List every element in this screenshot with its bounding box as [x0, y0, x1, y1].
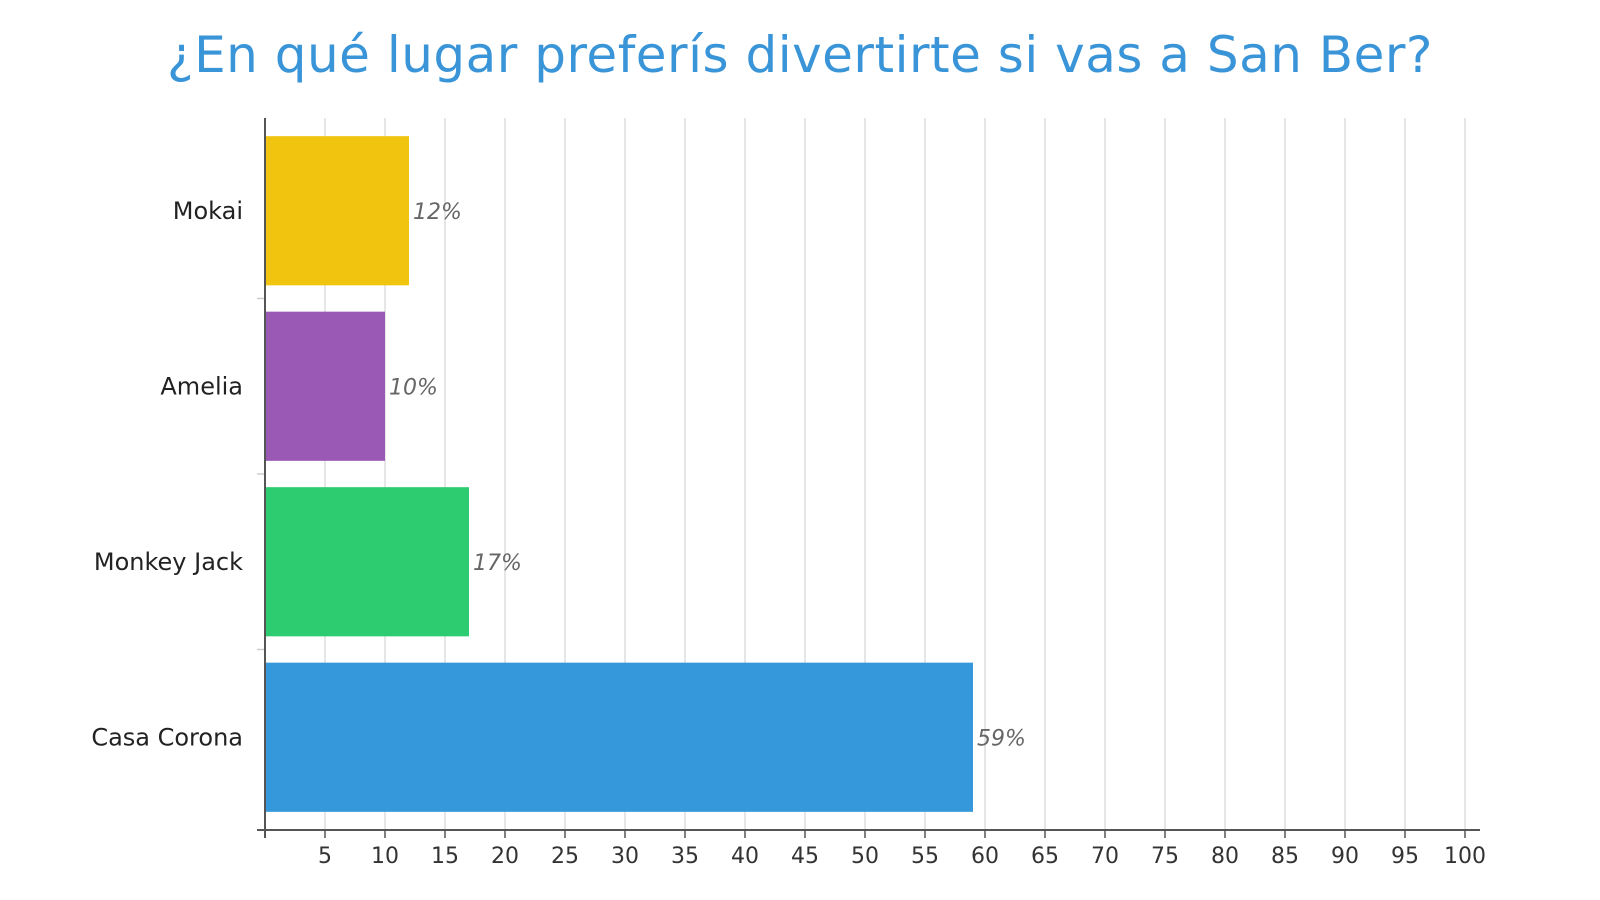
bars	[265, 136, 973, 812]
bar-mokai	[265, 136, 409, 286]
x-tick-label: 35	[671, 844, 699, 869]
x-tick-label: 50	[851, 844, 879, 869]
axes	[257, 118, 1480, 838]
x-tick-label: 25	[551, 844, 579, 869]
x-tick-label: 60	[971, 844, 999, 869]
x-tick-label: 45	[791, 844, 819, 869]
x-tick-label: 70	[1091, 844, 1119, 869]
category-label: Casa Corona	[91, 723, 243, 751]
x-tick-label: 55	[911, 844, 939, 869]
x-tick-label: 95	[1391, 844, 1419, 869]
x-tick-label: 40	[731, 844, 759, 869]
labels: 5 10 15 20 25 30 35 40 45 50 55 60 65 70 75 80 85 90 95 100…	[91, 197, 1486, 869]
data-label: 10%	[389, 375, 438, 400]
data-label: 59%	[977, 726, 1026, 751]
chart-title: ¿En qué lugar preferís divertirte si vas…	[167, 26, 1433, 84]
data-label: 12%	[413, 200, 462, 225]
bar-monkey-jack	[265, 487, 469, 637]
x-tick-label: 5	[318, 844, 332, 869]
category-label: Monkey Jack	[94, 548, 243, 576]
x-tick-label: 65	[1031, 844, 1059, 869]
x-tick-label: 15	[431, 844, 459, 869]
x-tick-label: 85	[1271, 844, 1299, 869]
x-tick-label: 30	[611, 844, 639, 869]
x-tick-label: 100	[1444, 844, 1486, 869]
bar-casa-corona	[265, 662, 973, 812]
bar-amelia	[265, 311, 385, 461]
category-label: Mokai	[173, 197, 243, 225]
x-tick-label: 80	[1211, 844, 1239, 869]
x-tick-label: 90	[1331, 844, 1359, 869]
x-tick-label: 20	[491, 844, 519, 869]
x-tick-label: 75	[1151, 844, 1179, 869]
category-label: Amelia	[160, 372, 243, 400]
x-tick-label: 10	[371, 844, 399, 869]
data-label: 17%	[473, 551, 522, 576]
